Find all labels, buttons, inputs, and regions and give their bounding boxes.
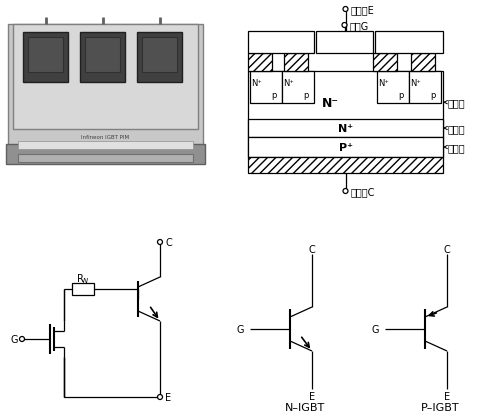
Bar — [409, 72, 441, 104]
Text: E: E — [309, 391, 315, 401]
Text: N⁺: N⁺ — [410, 78, 422, 88]
Text: E: E — [444, 391, 450, 401]
Bar — [142, 38, 177, 73]
Bar — [23, 33, 68, 83]
Circle shape — [20, 337, 24, 342]
Text: N⁺: N⁺ — [252, 78, 262, 88]
Text: C: C — [308, 244, 316, 254]
Bar — [6, 145, 205, 165]
Bar — [411, 54, 435, 72]
Text: G: G — [372, 324, 379, 334]
Text: E: E — [165, 392, 171, 402]
Text: G: G — [236, 324, 244, 334]
Bar — [18, 142, 193, 150]
Circle shape — [343, 7, 348, 12]
Text: 发射极E: 发射极E — [350, 5, 374, 15]
Circle shape — [342, 24, 347, 28]
Text: N–IGBT: N–IGBT — [285, 402, 325, 412]
Text: P⁺: P⁺ — [338, 142, 352, 153]
Text: p: p — [430, 90, 436, 99]
Text: 集电极C: 集电极C — [350, 187, 375, 197]
Bar — [316, 32, 373, 54]
Bar — [18, 154, 193, 163]
Bar — [248, 72, 443, 158]
Text: p: p — [398, 90, 404, 99]
Text: 注入区: 注入区 — [444, 142, 466, 153]
Bar — [13, 25, 198, 130]
Circle shape — [343, 189, 348, 194]
Circle shape — [158, 394, 162, 399]
Bar — [248, 32, 314, 54]
Bar — [248, 158, 443, 173]
Text: Infineon IGBT PIM: Infineon IGBT PIM — [81, 135, 129, 140]
Text: 漂移区: 漂移区 — [444, 98, 466, 108]
Text: 缓冲区: 缓冲区 — [444, 124, 466, 134]
Bar — [80, 33, 125, 83]
Bar — [137, 33, 182, 83]
Text: p: p — [272, 90, 276, 99]
Text: N⁺: N⁺ — [284, 78, 294, 88]
Text: P–IGBT: P–IGBT — [420, 402, 460, 412]
Bar — [248, 120, 443, 138]
Text: N⁻: N⁻ — [322, 97, 338, 109]
Bar — [8, 25, 203, 159]
Text: G: G — [10, 334, 18, 344]
Text: N⁺: N⁺ — [338, 124, 353, 134]
Bar — [72, 283, 94, 295]
Text: p: p — [304, 90, 308, 99]
Bar — [248, 138, 443, 158]
Bar — [377, 72, 409, 104]
Text: C: C — [165, 237, 172, 247]
Text: N⁺: N⁺ — [378, 78, 390, 88]
Bar — [28, 38, 63, 73]
Bar — [85, 38, 120, 73]
Bar — [248, 54, 272, 72]
Circle shape — [158, 240, 162, 245]
Bar — [282, 72, 314, 104]
Text: C: C — [444, 244, 450, 254]
Bar — [373, 54, 397, 72]
Bar — [375, 32, 443, 54]
Bar — [284, 54, 308, 72]
Bar — [250, 72, 282, 104]
Text: 栅极G: 栅极G — [350, 21, 369, 31]
Text: R$_N$: R$_N$ — [76, 271, 90, 285]
